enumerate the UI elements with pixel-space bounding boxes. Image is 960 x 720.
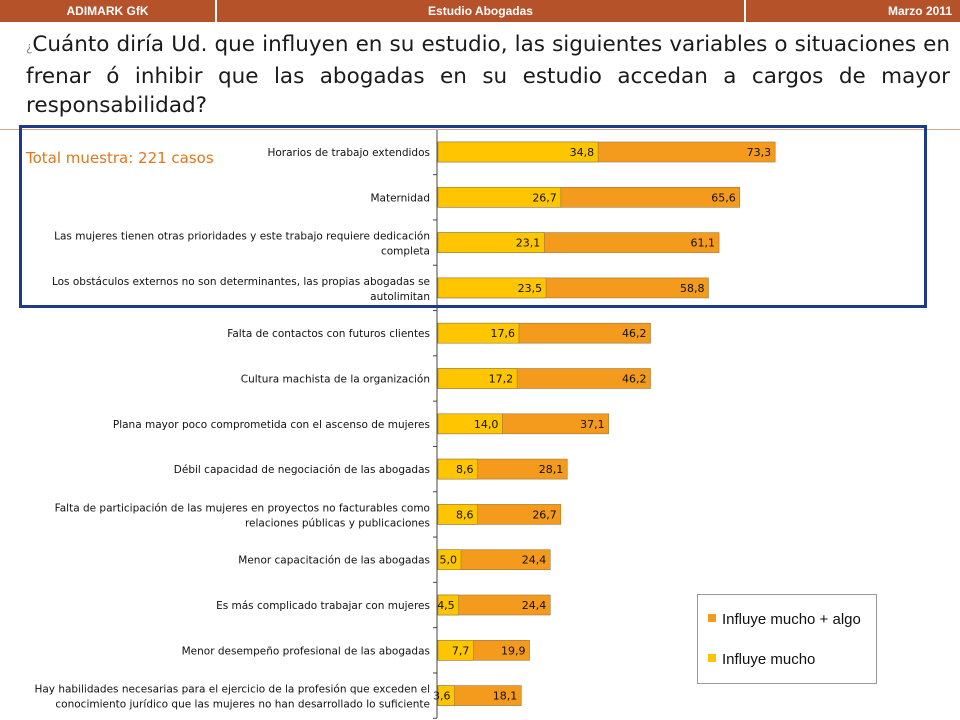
- value-label-mucho-algo: 61,1: [691, 237, 716, 250]
- category-label: Menor desempeño profesional de las aboga…: [182, 645, 430, 657]
- value-label-mucho: 17,6: [490, 327, 515, 340]
- value-label-mucho: 23,5: [518, 282, 543, 295]
- chart-legend: Influye mucho + algo Influye mucho: [697, 594, 877, 684]
- bar-influye-mucho: [437, 639, 474, 661]
- value-label-mucho: 23,1: [516, 237, 541, 250]
- value-label-mucho: 14,0: [474, 418, 499, 431]
- value-label-mucho: 17,2: [489, 373, 514, 386]
- value-label-mucho-algo: 19,9: [501, 644, 526, 657]
- value-label-mucho: 34,8: [570, 146, 595, 159]
- value-label-mucho-algo: 26,7: [532, 508, 557, 521]
- bar-influye-mucho: [437, 186, 562, 208]
- value-label-mucho-algo: 46,2: [622, 327, 647, 340]
- category-label: Cultura machista de la organización: [241, 374, 430, 386]
- category-label: Horarios de trabajo extendidos: [267, 147, 430, 159]
- value-label-mucho-algo: 18,1: [493, 690, 518, 703]
- value-label-mucho-algo: 58,8: [680, 282, 705, 295]
- value-label-mucho: 26,7: [532, 191, 557, 204]
- category-label: Maternidad: [370, 192, 430, 204]
- bar-influye-mucho: [437, 549, 462, 571]
- bar-influye-mucho: [437, 504, 478, 525]
- category-label: Menor capacitación de las abogadas: [238, 555, 430, 567]
- question-text: ¿Cuánto diría Ud. que influyen en su est…: [26, 30, 950, 120]
- question-body: Cuánto diría Ud. que influyen en su estu…: [26, 32, 950, 118]
- chart-canvas: Horarios de trabajo extendidos 73,3 34,8 Ma…: [34, 130, 776, 719]
- bar-influye-mucho: [437, 322, 520, 344]
- bar-influye-mucho: [437, 413, 503, 435]
- header-bar: ADIMARK GfK Estudio Abogadas Marzo 2011: [0, 0, 960, 24]
- category-label: Falta de participación de las mujeres en…: [55, 502, 430, 529]
- value-label-mucho: 8,6: [456, 508, 474, 521]
- value-label-mucho: 3,6: [433, 690, 451, 703]
- total-sample-label: Total muestra: 221 casos: [26, 149, 214, 167]
- value-label-mucho: 8,6: [456, 463, 474, 476]
- legend-item-mucho-algo: Influye mucho + algo: [708, 611, 861, 628]
- question-mark: ¿: [26, 40, 33, 54]
- bar-influye-mucho: [437, 458, 478, 480]
- value-label-mucho-algo: 65,6: [711, 191, 736, 204]
- bar-influye-mucho: [437, 141, 599, 163]
- value-label-mucho-algo: 73,3: [747, 146, 772, 159]
- value-label-mucho: 7,7: [452, 644, 470, 657]
- value-label-mucho-algo: 37,1: [580, 418, 605, 431]
- bar-influye-mucho: [437, 232, 545, 253]
- legend-item-mucho: Influye mucho: [708, 651, 815, 668]
- value-label-mucho-algo: 24,4: [522, 599, 547, 612]
- category-label: Las mujeres tienen otras prioridades y e…: [54, 231, 430, 258]
- horizontal-bar-chart: Horarios de trabajo extendidos 73,3 34,8 Ma…: [0, 130, 960, 720]
- bar-influye-mucho: [437, 594, 460, 616]
- bar-influye-mucho: [437, 685, 455, 706]
- value-label-mucho: 4,5: [437, 599, 455, 612]
- header-date: Marzo 2011: [746, 0, 960, 22]
- value-label-mucho-algo: 46,2: [622, 373, 647, 386]
- legend-label-mucho-algo: Influye mucho + algo: [722, 611, 861, 628]
- legend-swatch-mucho-algo: [708, 614, 716, 623]
- category-label: Débil capacidad de negociación de las ab…: [174, 464, 430, 476]
- category-label: Hay habilidades necesarias para el ejerc…: [34, 684, 430, 711]
- category-label: Es más complicado trabajar con mujeres: [216, 600, 430, 612]
- category-label: Falta de contactos con futuros clientes: [227, 328, 430, 340]
- legend-label-mucho: Influye mucho: [722, 651, 816, 668]
- value-label-mucho: 5,0: [440, 554, 458, 567]
- title-divider: [0, 129, 960, 130]
- value-label-mucho-algo: 28,1: [539, 463, 564, 476]
- value-label-mucho-algo: 24,4: [522, 554, 547, 567]
- bar-influye-mucho: [437, 277, 547, 299]
- category-label: Plana mayor poco comprometida con el asc…: [113, 419, 430, 431]
- category-label: Los obstáculos externos no son determina…: [52, 276, 430, 303]
- header-company: ADIMARK GfK: [0, 0, 215, 22]
- header-study-title: Estudio Abogadas: [217, 0, 744, 22]
- bar-influye-mucho: [437, 368, 518, 389]
- legend-swatch-mucho: [708, 654, 716, 663]
